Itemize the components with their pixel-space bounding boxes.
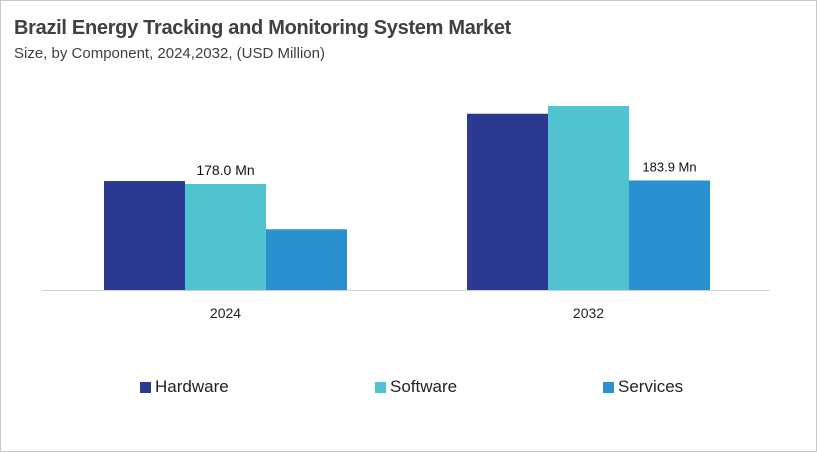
legend-swatch-services xyxy=(603,381,614,393)
data-label-software-2024: 178.0 Mn xyxy=(196,162,254,178)
legend-item-services: Services xyxy=(603,377,683,397)
chart-title: Brazil Energy Tracking and Monitoring Sy… xyxy=(14,17,512,39)
bar-software-2032 xyxy=(548,105,629,290)
bar-hardware-2032 xyxy=(467,113,548,290)
x-tick-label-2024: 2024 xyxy=(210,305,241,321)
legend-label-services: Services xyxy=(618,377,684,396)
bar-services-2024 xyxy=(266,229,347,290)
legend-swatch-software xyxy=(375,381,386,393)
legend-item-hardware: Hardware xyxy=(140,377,229,397)
legend-label-hardware: Hardware xyxy=(155,377,229,396)
bar-software-2024 xyxy=(185,184,266,290)
bar-hardware-2024 xyxy=(104,181,185,290)
x-tick-label-2032: 2032 xyxy=(573,305,604,321)
legend-swatch-hardware xyxy=(140,381,151,393)
legend-label-software: Software xyxy=(390,377,458,396)
bar-services-2032 xyxy=(629,180,710,290)
data-label-services-2032: 183.9 Mn xyxy=(642,159,696,174)
legend-item-software: Software xyxy=(375,377,457,397)
chart-subtitle: Size, by Component, 2024,2032, (USD Mill… xyxy=(14,45,325,62)
